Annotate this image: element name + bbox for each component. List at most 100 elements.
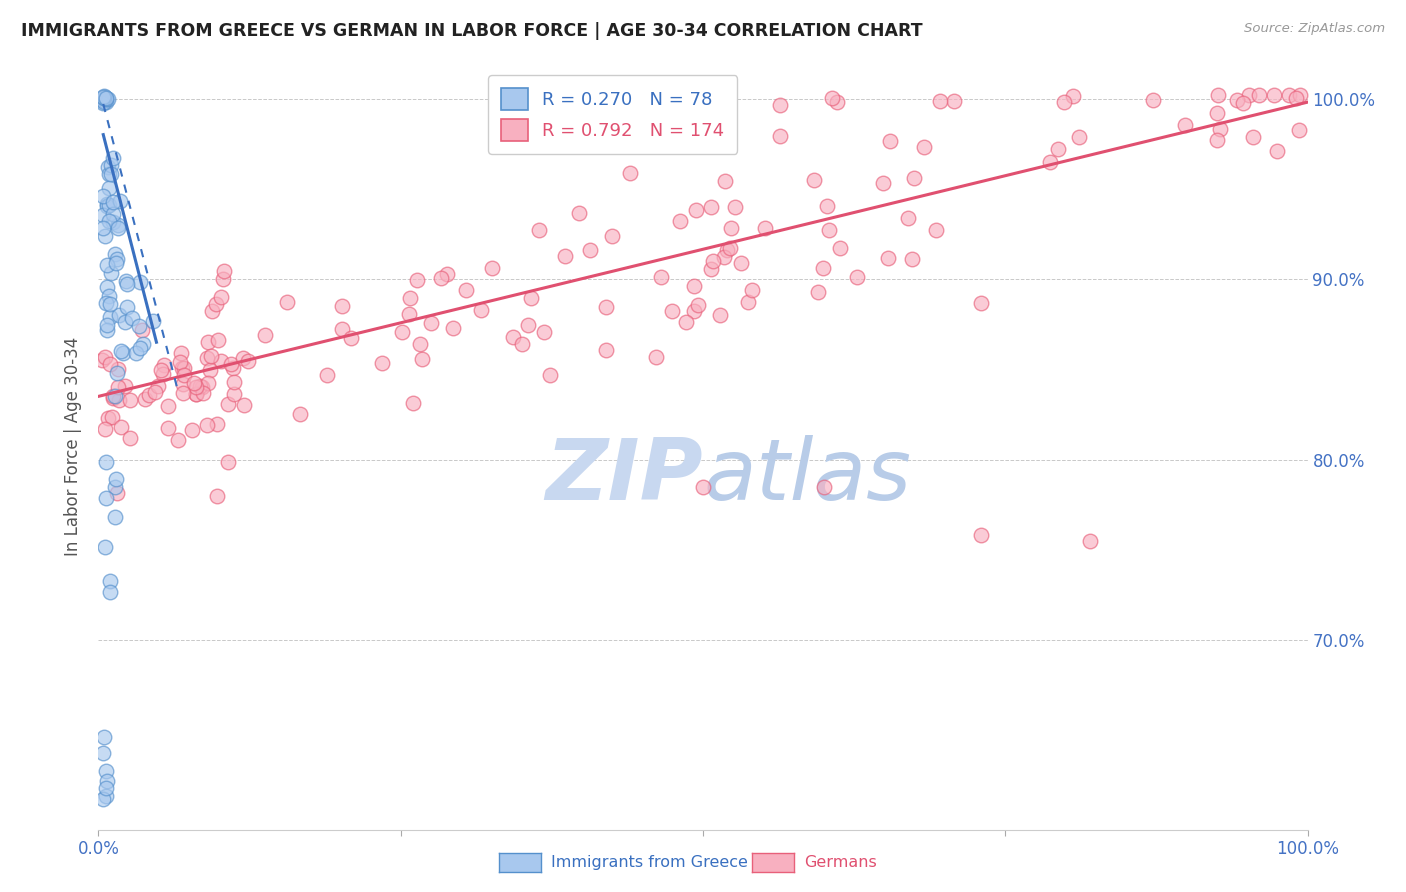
Point (340, 331, 363, 345)
Point (370, 356, 392, 370)
Point (128, 318, 150, 333)
Point (686, 298, 709, 312)
Point (222, 376, 245, 390)
Point (96, 318, 118, 332)
Point (1174, 118, 1197, 132)
Point (193, 385, 215, 400)
Point (138, 388, 160, 402)
Point (150, 363, 173, 377)
Point (316, 368, 339, 382)
Point (714, 173, 737, 187)
Point (94, 95, 117, 110)
Point (813, 480, 835, 494)
Point (872, 176, 894, 190)
Point (107, 361, 129, 376)
Point (117, 277, 139, 292)
Point (661, 304, 683, 318)
Point (94, 789, 117, 804)
Point (94, 780, 117, 795)
Point (169, 355, 191, 369)
Point (101, 215, 124, 229)
Point (685, 202, 707, 217)
Point (709, 308, 731, 322)
Point (184, 387, 207, 401)
Point (470, 302, 492, 317)
Point (818, 223, 841, 237)
Point (101, 195, 124, 210)
Text: ZIP: ZIP (546, 435, 703, 518)
Point (94, 91, 117, 105)
Point (94, 296, 117, 310)
Point (105, 255, 128, 269)
Point (1265, 145, 1288, 159)
Point (803, 172, 825, 186)
Point (222, 386, 245, 401)
Point (700, 261, 723, 276)
Point (124, 346, 146, 360)
Point (700, 200, 723, 214)
Point (1278, 87, 1301, 102)
Point (675, 314, 697, 328)
Point (172, 386, 194, 401)
Text: atlas: atlas (703, 435, 911, 518)
Point (737, 294, 759, 309)
Point (254, 327, 277, 342)
Point (107, 220, 129, 235)
Text: Source: ZipAtlas.com: Source: ZipAtlas.com (1244, 22, 1385, 36)
Point (170, 361, 193, 376)
Text: Immigrants from Greece: Immigrants from Greece (551, 855, 748, 870)
Point (170, 346, 193, 360)
Point (1232, 95, 1254, 110)
Point (1205, 106, 1227, 120)
Point (98, 289, 121, 303)
Point (527, 223, 550, 237)
Point (104, 247, 127, 261)
Point (172, 377, 194, 392)
Point (595, 343, 617, 357)
Point (131, 323, 153, 337)
Point (519, 292, 541, 306)
Point (815, 199, 838, 213)
Point (104, 480, 127, 494)
Point (1053, 95, 1076, 109)
Point (91, 189, 114, 203)
Point (197, 334, 219, 349)
Point (579, 244, 602, 258)
Point (91, 208, 114, 222)
Point (538, 368, 561, 383)
Point (236, 353, 259, 368)
Point (96, 199, 118, 213)
Text: Germans: Germans (804, 855, 877, 870)
Point (156, 399, 179, 413)
Point (481, 261, 503, 276)
Point (205, 489, 228, 503)
Point (100, 310, 122, 325)
Point (91, 90, 114, 104)
Point (1241, 130, 1264, 145)
Point (97, 411, 120, 425)
Point (1237, 87, 1260, 102)
Point (754, 221, 776, 235)
Point (406, 273, 429, 287)
Point (107, 218, 129, 232)
Point (94, 455, 117, 469)
Point (683, 278, 706, 293)
Point (114, 274, 136, 288)
Point (117, 300, 139, 314)
Point (1209, 121, 1232, 136)
Point (217, 397, 239, 411)
Point (420, 316, 443, 330)
Point (692, 480, 714, 494)
Point (720, 221, 742, 235)
Point (97, 161, 120, 175)
Point (173, 360, 195, 375)
Point (93, 91, 115, 105)
Point (96, 774, 118, 789)
Point (97, 213, 120, 227)
Point (104, 510, 127, 524)
Point (98, 357, 121, 371)
Point (209, 354, 232, 368)
Point (157, 421, 180, 435)
Point (110, 343, 132, 358)
Point (769, 129, 792, 144)
